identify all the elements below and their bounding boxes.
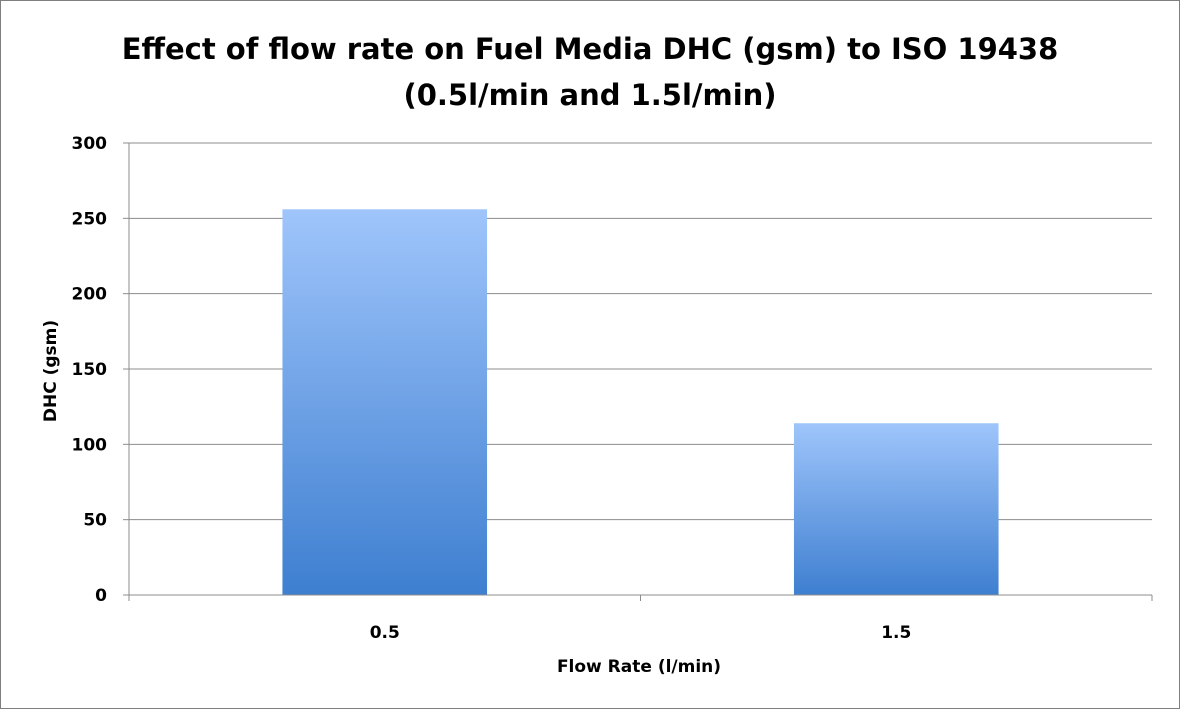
y-tick-label: 150 [72, 360, 108, 380]
bar-1.5 [793, 423, 999, 595]
chart-title-line-2: (0.5l/min and 1.5l/min) [403, 78, 776, 112]
x-tick-labels: 0.5 1.5 [370, 623, 912, 643]
y-tick-label: 300 [72, 134, 108, 154]
bars [282, 209, 999, 595]
x-tick-label: 0.5 [370, 623, 400, 643]
x-tick-label: 1.5 [881, 623, 911, 643]
x-axis-title: Flow Rate (l/min) [557, 657, 721, 677]
y-tick-label: 50 [83, 511, 107, 531]
y-axis-title: DHC (gsm) [41, 320, 61, 422]
chart-title-line-1: Effect of flow rate on Fuel Media DHC (g… [122, 32, 1059, 66]
y-tick-labels: 0 50 100 150 200 250 300 [72, 134, 108, 606]
y-tick-label: 200 [72, 285, 108, 305]
bar-0.5 [282, 209, 488, 595]
y-tick-label: 100 [72, 435, 108, 455]
y-tick-label: 0 [95, 586, 107, 606]
y-tick-label: 250 [72, 209, 108, 229]
axes [123, 142, 1153, 601]
